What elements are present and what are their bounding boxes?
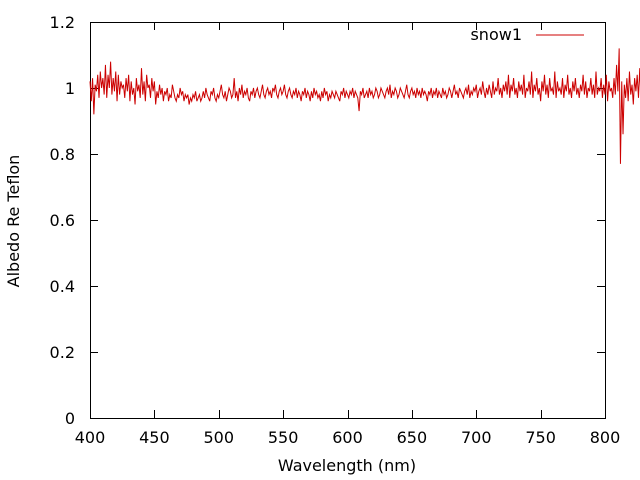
x-tick-label: 650	[397, 428, 428, 447]
x-tick-label: 450	[139, 428, 170, 447]
y-axis-label: Albedo Re Teflon	[4, 155, 23, 288]
x-tick-label: 700	[461, 428, 492, 447]
x-tick-label: 550	[268, 428, 299, 447]
y-tick-label: 0.4	[50, 277, 75, 296]
x-tick-labels: 400 450 500 550 600 650 700 750 800	[75, 428, 621, 447]
y-tick-label: 1.2	[50, 13, 75, 32]
x-tick-label: 600	[332, 428, 363, 447]
y-tick-labels: 0 0.2 0.4 0.6 0.8 1 1.2	[50, 13, 75, 428]
legend-entry-label: snow1	[470, 25, 522, 44]
y-tick-label: 0	[65, 409, 75, 428]
series-group	[89, 48, 640, 164]
series-line-snow1	[89, 48, 640, 164]
y-tick-label: 0.2	[50, 343, 75, 362]
x-tick-label: 400	[75, 428, 106, 447]
plot-frame	[90, 22, 606, 419]
y-tick-label: 1	[65, 79, 75, 98]
legend: snow1	[470, 25, 584, 44]
tick-marks	[90, 22, 606, 419]
x-tick-label: 750	[525, 428, 556, 447]
x-tick-label: 500	[203, 428, 234, 447]
x-axis-label: Wavelength (nm)	[278, 456, 416, 475]
x-tick-label: 800	[590, 428, 621, 447]
y-tick-label: 0.8	[50, 145, 75, 164]
y-tick-label: 0.6	[50, 211, 75, 230]
